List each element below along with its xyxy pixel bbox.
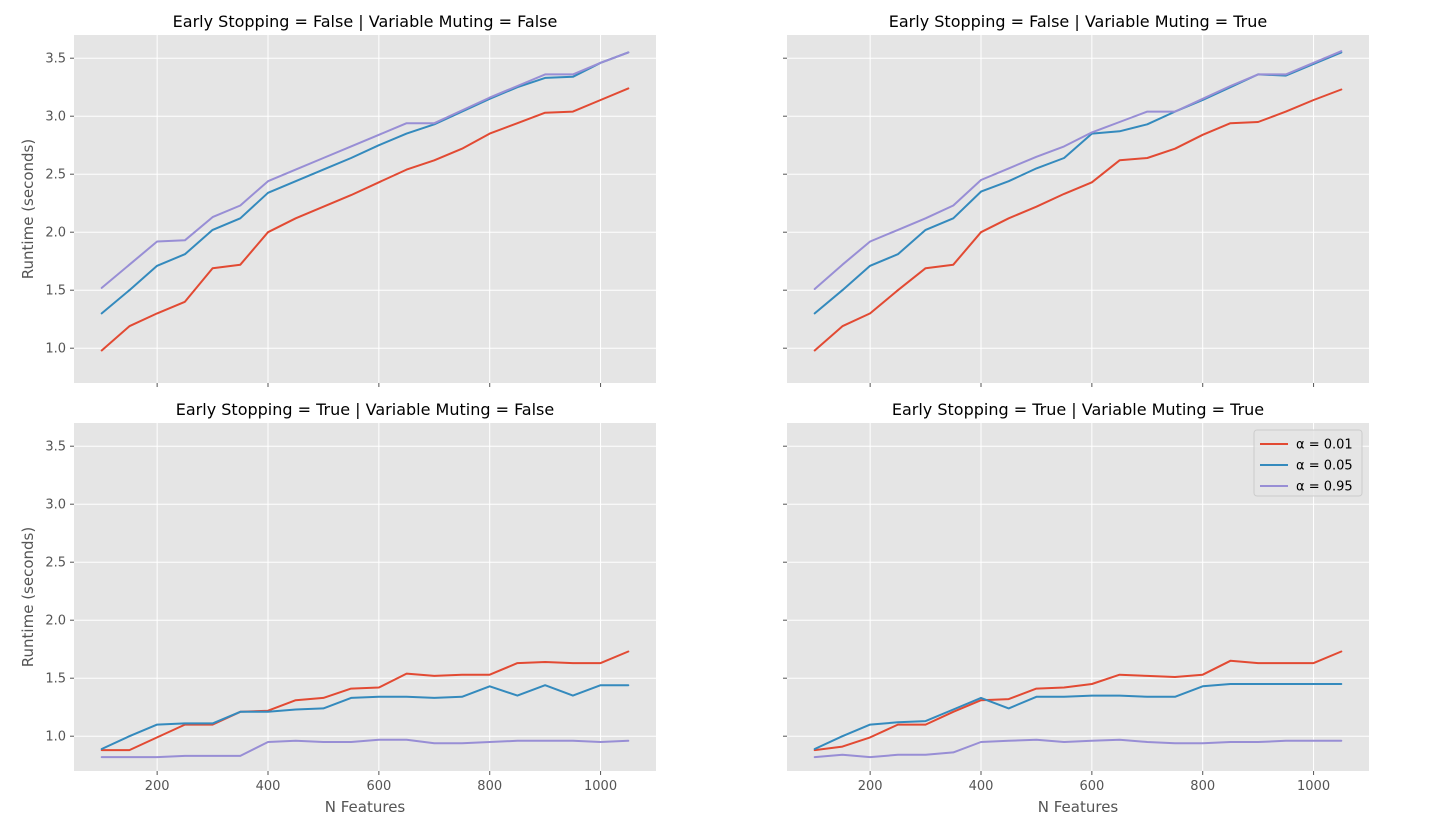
y-tick-label: 1.5: [45, 284, 66, 299]
plot-area: [787, 35, 1369, 383]
legend-item: α = 0.95: [1260, 480, 1353, 495]
x-tick-label: 600: [366, 779, 391, 794]
series-line-3: [813, 738, 1343, 759]
y-tick-label: 2.5: [45, 168, 66, 183]
x-axis-label: N Features: [1038, 798, 1119, 816]
series-line-3: [100, 738, 630, 759]
y-tick-label: 2.0: [45, 226, 66, 241]
panel-title: Early Stopping = True | Variable Muting …: [176, 400, 554, 419]
series-line-1: [100, 87, 630, 352]
x-tick-label: 400: [969, 779, 994, 794]
y-tick-label: 3.5: [45, 52, 66, 67]
x-tick-label: 1000: [1297, 779, 1330, 794]
chart-panels: 1.0 1.5 2.0 2.5 3.0 3.5 Early Stopping = False…: [19, 12, 1369, 816]
legend-item: α = 0.01: [1260, 438, 1353, 453]
x-tick-label: 800: [1190, 779, 1215, 794]
panel-3: 200 400 600 800 1000 1.0 1.5 2.0 2.5 3.0 3.5 Early …: [19, 400, 656, 816]
series-line-2: [100, 684, 630, 750]
x-tick-label: 200: [145, 779, 170, 794]
panel-title: Early Stopping = False | Variable Muting…: [173, 12, 558, 31]
y-axis-label: Runtime (seconds): [19, 139, 37, 279]
panel-title: Early Stopping = True | Variable Muting …: [892, 400, 1264, 419]
series-line-2: [813, 683, 1343, 750]
y-tick-label: 2.5: [45, 556, 66, 571]
series-line-3: [813, 50, 1343, 290]
y-tick-label: 1.0: [45, 730, 66, 745]
x-tick-label: 800: [477, 779, 502, 794]
y-tick-label: 1.5: [45, 672, 66, 687]
legend-box: [1253, 429, 1363, 497]
panel-title: Early Stopping = False | Variable Muting…: [889, 12, 1267, 31]
x-tick-label: 200: [858, 779, 883, 794]
chart-legend: α = 0.01 α = 0.05 α = 0.95: [1253, 429, 1363, 497]
plot-area: [74, 423, 656, 771]
y-axis-label: Runtime (seconds): [19, 527, 37, 667]
legend-item: α = 0.05: [1260, 459, 1353, 474]
y-tick-label: 3.0: [45, 110, 66, 125]
y-tick-label: 1.0: [45, 342, 66, 357]
y-tick-label: 3.0: [45, 498, 66, 513]
y-tick-label: 2.0: [45, 614, 66, 629]
series-line-1: [813, 88, 1343, 352]
series-line-3: [100, 51, 630, 289]
panel-1: 1.0 1.5 2.0 2.5 3.0 3.5 Early Stopping = False…: [19, 12, 656, 387]
legend-label: α = 0.01: [1296, 438, 1353, 453]
x-tick-label: 400: [256, 779, 281, 794]
series-line-1: [813, 650, 1343, 752]
panel-2: Early Stopping = False | Variable Muting…: [783, 12, 1369, 387]
x-tick-label: 1000: [584, 779, 617, 794]
series-line-2: [100, 51, 630, 315]
x-tick-label: 600: [1079, 779, 1104, 794]
legend-label: α = 0.95: [1296, 480, 1353, 495]
plot-area: [74, 35, 656, 383]
legend-label: α = 0.05: [1296, 459, 1353, 474]
y-tick-label: 3.5: [45, 440, 66, 455]
series-line-1: [100, 650, 630, 752]
x-axis-label: N Features: [325, 798, 406, 816]
